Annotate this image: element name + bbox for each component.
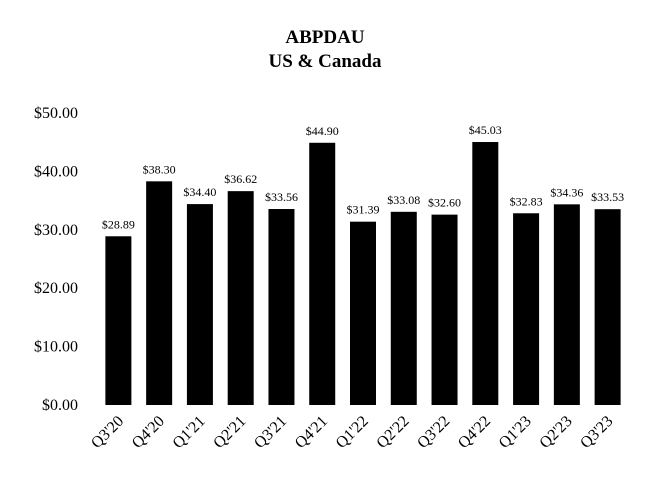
data-label: $38.30	[143, 162, 176, 176]
bar	[594, 209, 621, 405]
x-tick-label: Q3'20	[88, 413, 127, 452]
x-tick-label: Q2'22	[373, 413, 412, 452]
x-tick-label: Q3'22	[414, 413, 453, 452]
chart-subtitle: US & Canada	[268, 51, 382, 72]
bars	[105, 142, 621, 405]
data-label: $34.36	[550, 185, 583, 199]
x-tick-label: Q3'23	[577, 413, 616, 452]
x-tick-label: Q4'22	[455, 413, 494, 452]
data-label: $33.56	[265, 190, 298, 204]
data-label: $32.83	[510, 194, 543, 208]
data-label: $32.60	[428, 196, 461, 210]
bar	[513, 213, 540, 405]
data-label: $34.40	[183, 185, 216, 199]
x-tick-label: Q2'23	[536, 413, 575, 452]
x-tick-label: Q4'20	[129, 413, 168, 452]
bar	[431, 214, 458, 405]
x-tick-label: Q1'23	[496, 413, 535, 452]
bar	[186, 204, 213, 405]
bar	[350, 221, 376, 405]
x-tick-label: Q3'21	[251, 413, 290, 452]
x-tick-label: Q2'21	[210, 413, 249, 452]
data-labels: $28.89 $38.30 $34.40 $36.62 $33.56 $44.90 $31.…	[102, 123, 624, 231]
x-tick-label: Q4'21	[292, 413, 331, 452]
y-tick-label: $40.00	[34, 163, 78, 180]
bar	[227, 191, 254, 405]
data-label: $36.62	[224, 172, 257, 186]
data-label: $28.89	[102, 217, 135, 231]
x-axis: Q3'20 Q4'20 Q1'21 Q2'21 Q3'21 Q4'21 Q1'22 Q2'22…	[88, 413, 616, 452]
bar	[472, 142, 499, 405]
y-axis: $0.00 $10.00 $20.00 $30.00 $40.00 $50.00	[34, 105, 78, 414]
bar	[105, 236, 132, 405]
data-label: $33.53	[591, 190, 624, 204]
x-tick-label: Q1'22	[333, 413, 372, 452]
data-label: $33.08	[387, 193, 420, 207]
data-label: $44.90	[306, 124, 339, 138]
chart-title: ABPDAU	[285, 27, 365, 48]
data-label: $31.39	[347, 203, 380, 217]
y-tick-label: $20.00	[34, 280, 78, 297]
data-label: $45.03	[469, 123, 502, 137]
y-tick-label: $50.00	[34, 105, 78, 122]
bar	[268, 209, 295, 405]
bar	[146, 181, 173, 405]
y-tick-label: $30.00	[34, 222, 78, 239]
bar	[309, 142, 336, 405]
y-tick-label: $0.00	[42, 397, 78, 414]
y-tick-label: $10.00	[34, 339, 78, 356]
bar	[553, 204, 580, 405]
bar	[390, 211, 417, 405]
x-tick-label: Q1'21	[170, 413, 209, 452]
